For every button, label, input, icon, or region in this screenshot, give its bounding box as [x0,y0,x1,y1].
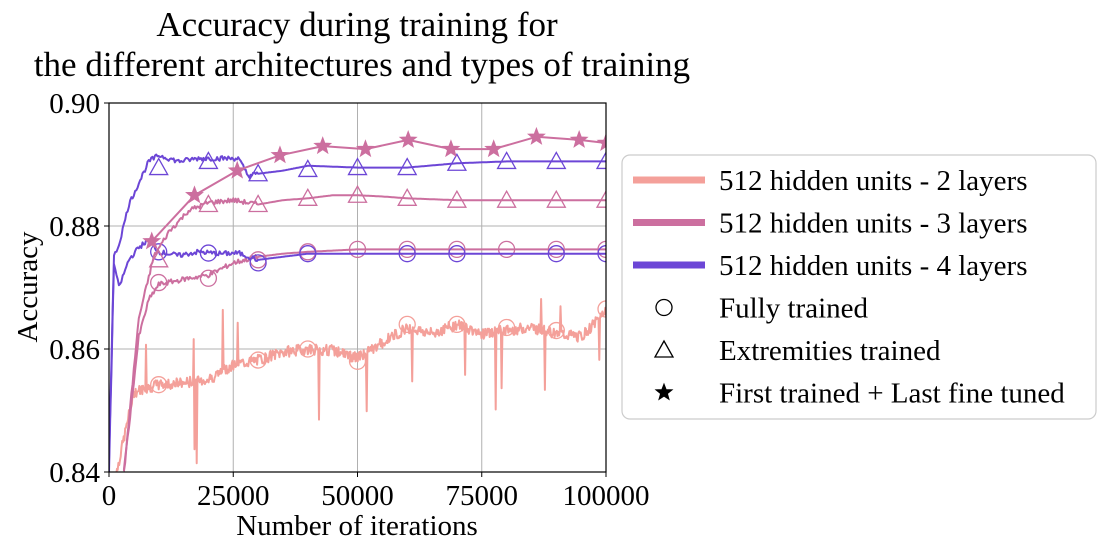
legend-label: 512 hidden units - 2 layers [719,165,1027,197]
series-marker [249,254,267,272]
y-tick-label: 0.86 [49,334,100,366]
series-marker [597,245,606,263]
series-marker [595,189,606,208]
x-axis: 0 25000 50000 75000 100000 [102,472,650,512]
series-marker [247,163,269,182]
series-marker [448,245,466,263]
series-marker [526,126,546,145]
legend-label: First trained + Last fine tuned [719,378,1065,410]
y-axis: 0.84 0.86 0.88 0.90 [49,88,109,489]
x-tick-label: 50000 [321,480,394,512]
series-marker [546,151,567,170]
series-marker [398,129,418,148]
series-marker [185,185,204,204]
series-marker [484,139,504,158]
series-5 [142,126,606,250]
series-marker [148,157,169,176]
y-axis-label: Accuracy [12,231,44,343]
series-marker [347,157,368,176]
series-marker [398,315,416,334]
series-marker [249,351,267,369]
series-marker [348,352,367,370]
series-marker [595,151,606,170]
series-marker [397,187,418,206]
series-marker [142,231,162,250]
series-marker [397,157,418,176]
x-axis-label: Number of iterations [236,510,478,542]
series-marker [441,139,461,158]
series-4 [109,151,606,461]
legend-marker-circle [655,298,673,317]
series-marker [497,240,516,259]
series-marker [547,321,565,340]
series-marker [150,376,168,394]
series-marker [299,340,317,358]
series-marker [596,133,606,152]
series-marker [297,159,318,178]
series-marker [496,189,517,208]
series-marker [446,152,468,171]
series-marker [199,244,218,262]
legend-marker-star [654,382,674,401]
x-tick-label: 0 [102,480,117,512]
series-0 [115,298,606,472]
series-1 [122,240,606,472]
chart-title: Accuracy during training for the differe… [34,5,690,84]
series-marker [148,249,169,268]
series-marker [547,240,565,259]
series-3 [122,184,606,470]
series-marker [448,315,466,334]
series-marker [446,189,468,208]
series-marker [150,243,168,261]
y-tick-label: 0.88 [49,211,100,243]
series-marker [398,245,416,263]
series-marker [198,194,219,213]
series-marker [313,136,333,155]
legend-label: Extremities trained [719,335,941,367]
series-marker [448,240,466,259]
series-marker [496,151,517,170]
series-line [109,238,606,472]
legend-label: 512 hidden units - 3 layers [719,208,1027,240]
series-layer [109,126,606,472]
chart-title-line-2: the different architectures and types of… [34,45,690,84]
x-tick-label: 75000 [446,480,519,512]
series-marker [247,194,269,213]
x-tick-label: 100000 [563,480,650,512]
series-marker [348,240,367,259]
series-marker [497,318,516,337]
series-marker [198,151,219,170]
legend: 512 hidden units - 2 layers 512 hidden un… [621,154,1097,420]
y-tick-label: 0.84 [49,457,100,489]
legend-label: 512 hidden units - 4 layers [719,250,1027,282]
series-marker [150,273,168,292]
series-marker [199,269,218,287]
series-marker [597,300,606,318]
series-marker [569,129,589,148]
y-tick-label: 0.90 [49,88,100,120]
chart-title-line-1: Accuracy during training for [156,5,558,44]
series-marker [297,187,318,206]
series-marker [398,240,416,259]
legend-marker-triangle [653,339,675,358]
legend-frame [621,154,1097,420]
series-2 [109,238,606,472]
x-tick-label: 25000 [197,480,270,512]
series-marker [356,139,375,158]
series-marker [597,240,606,259]
series-marker [347,184,368,203]
series-line [109,153,606,461]
series-marker [299,245,317,263]
series-marker [546,189,567,208]
series-marker [270,145,290,164]
series-line [115,298,606,472]
legend-label: Fully trained [719,293,869,325]
series-marker [227,160,247,179]
series-line [150,135,606,243]
series-marker [547,245,565,263]
